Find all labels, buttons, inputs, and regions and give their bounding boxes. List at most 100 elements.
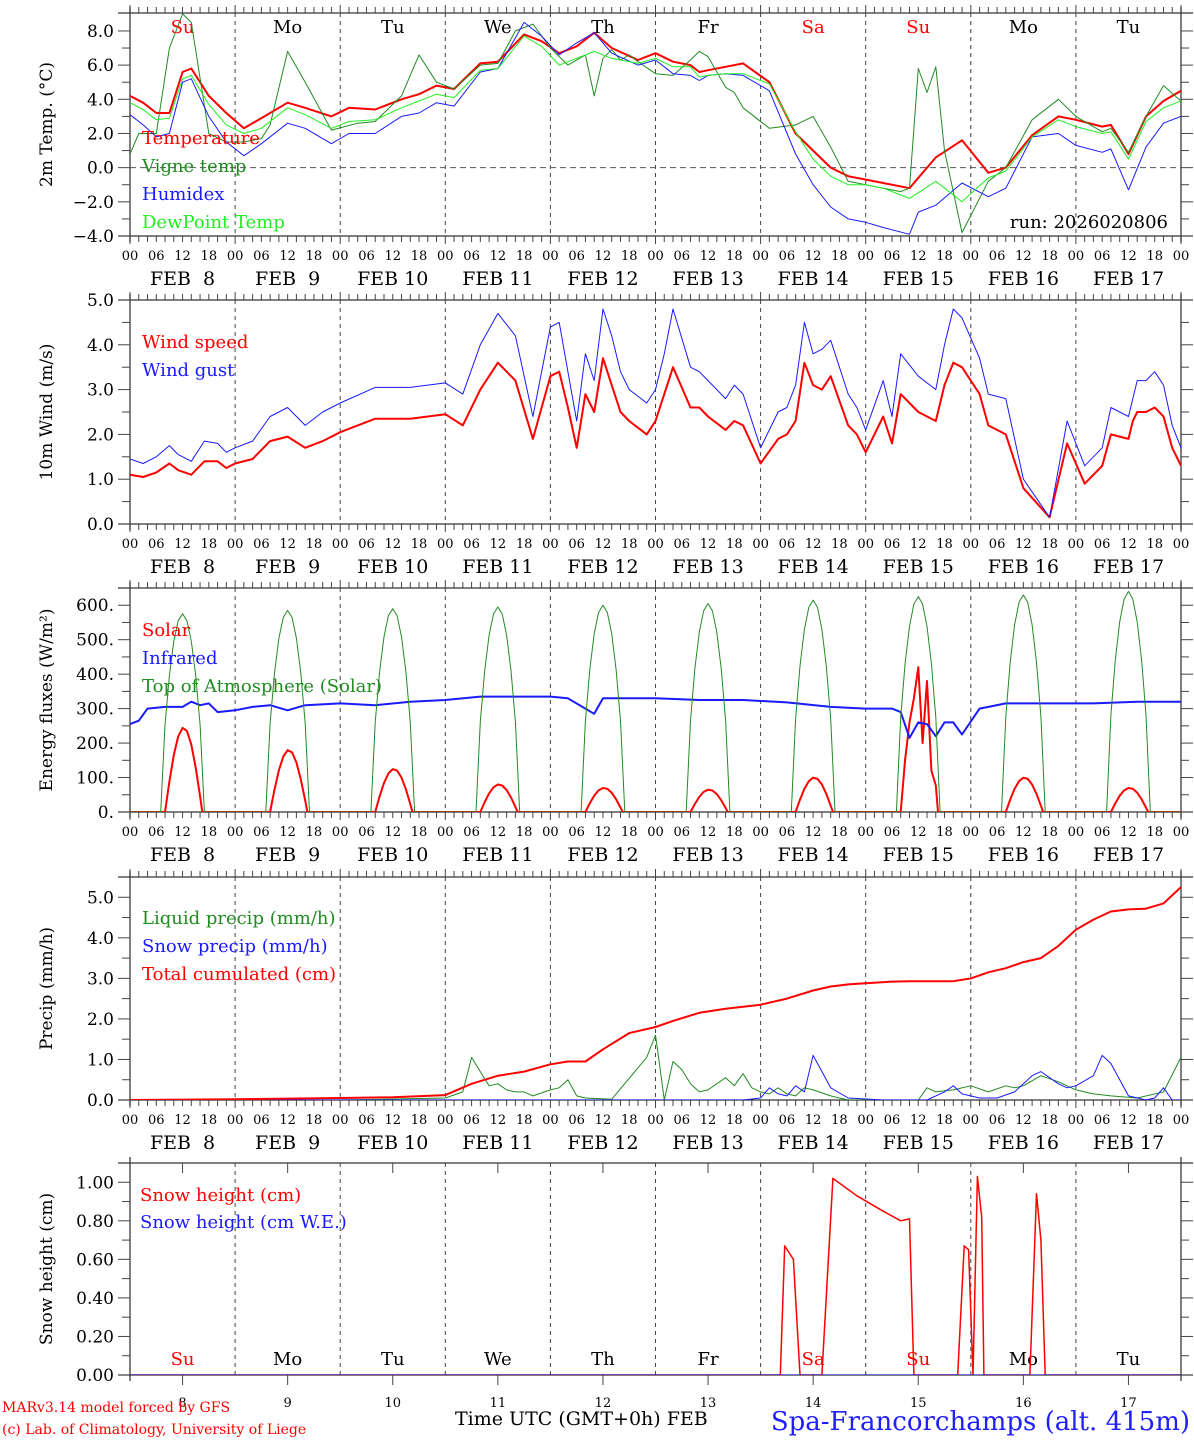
y-tick-label: −4.0 bbox=[73, 227, 114, 247]
hour-label: 00 bbox=[122, 537, 139, 552]
date-label: FEB 16 bbox=[988, 1132, 1059, 1154]
hour-label: 06 bbox=[148, 249, 165, 264]
hour-label: 00 bbox=[1173, 825, 1190, 840]
hour-label: 18 bbox=[516, 1113, 533, 1128]
hour-label: 00 bbox=[752, 537, 769, 552]
day-number-label: 16 bbox=[1015, 1396, 1032, 1411]
hour-label: 12 bbox=[279, 1113, 296, 1128]
hour-label: 06 bbox=[779, 537, 796, 552]
series-line-infrared bbox=[130, 695, 1181, 739]
y-tick-label: 0.20 bbox=[76, 1327, 114, 1347]
hour-label: 12 bbox=[700, 825, 717, 840]
y-tick-label: 400. bbox=[76, 665, 114, 685]
hour-label: 18 bbox=[201, 1113, 218, 1128]
day-name-label: Mo bbox=[273, 17, 302, 38]
legend-dewpoint: DewPoint Temp bbox=[142, 212, 285, 233]
series-line-snow-precip-mm-h- bbox=[130, 1054, 1181, 1100]
hour-label: 12 bbox=[700, 1113, 717, 1128]
hour-label: 18 bbox=[936, 1113, 953, 1128]
hour-label: 12 bbox=[384, 1113, 401, 1128]
hour-label: 12 bbox=[1120, 825, 1137, 840]
hour-label: 00 bbox=[1173, 537, 1190, 552]
hour-label: 12 bbox=[490, 249, 507, 264]
temp-legend: Temperature Vigne temp Humidex DewPoint … bbox=[141, 128, 285, 233]
hour-label: 06 bbox=[674, 249, 691, 264]
hour-label: 18 bbox=[306, 1113, 323, 1128]
day-name-label: We bbox=[484, 17, 512, 38]
date-label: FEB 9 bbox=[255, 556, 320, 578]
date-label: FEB 10 bbox=[357, 1132, 428, 1154]
day-name-label: Tu bbox=[381, 1349, 405, 1370]
legend-snow-height: Snow height (cm) bbox=[140, 1185, 301, 1206]
hour-label: 18 bbox=[831, 825, 848, 840]
legend-vigne-temp: Vigne temp bbox=[141, 156, 246, 177]
hour-label: 06 bbox=[358, 537, 375, 552]
hour-label: 18 bbox=[831, 249, 848, 264]
date-label: FEB 16 bbox=[988, 844, 1059, 866]
legend-temperature: Temperature bbox=[142, 128, 260, 149]
hour-label: 00 bbox=[122, 249, 139, 264]
date-label: FEB 12 bbox=[567, 844, 638, 866]
hour-label: 12 bbox=[174, 1113, 191, 1128]
date-label: FEB 13 bbox=[672, 844, 743, 866]
date-label: FEB 14 bbox=[778, 844, 849, 866]
y-tick-label: 2.0 bbox=[87, 1010, 114, 1030]
y-tick-label: 4.0 bbox=[87, 90, 114, 110]
hour-label: 00 bbox=[1068, 537, 1085, 552]
hour-label: 06 bbox=[1094, 825, 1111, 840]
hour-label: 00 bbox=[857, 537, 874, 552]
series-group bbox=[130, 308, 1181, 519]
precip-legend: Liquid precip (mm/h) Snow precip (mm/h) … bbox=[142, 908, 336, 985]
series-line-temperature bbox=[130, 31, 1181, 190]
hour-label: 12 bbox=[910, 1113, 927, 1128]
date-label: FEB 14 bbox=[778, 1132, 849, 1154]
hour-label: 00 bbox=[752, 825, 769, 840]
y-tick-label: 0.80 bbox=[76, 1212, 114, 1232]
legend-wind-speed: Wind speed bbox=[142, 332, 248, 353]
hour-label: 12 bbox=[805, 825, 822, 840]
day-name-label: Th bbox=[591, 17, 615, 38]
hour-label: 12 bbox=[700, 537, 717, 552]
hour-label: 06 bbox=[358, 825, 375, 840]
hour-label: 18 bbox=[1146, 537, 1163, 552]
hour-label: 12 bbox=[595, 537, 612, 552]
date-label: FEB 10 bbox=[357, 268, 428, 290]
model-credit: MARv3.14 model forced by GFS bbox=[2, 1400, 230, 1416]
series-line-liquid-precip-mm-h- bbox=[130, 1034, 1181, 1100]
hour-label: 18 bbox=[306, 249, 323, 264]
hour-label: 18 bbox=[726, 825, 743, 840]
y-tick-label: 100. bbox=[76, 769, 114, 789]
day-number-label: 15 bbox=[910, 1396, 927, 1411]
hour-label: 06 bbox=[253, 825, 270, 840]
hour-label: 12 bbox=[910, 537, 927, 552]
hour-label: 18 bbox=[831, 1113, 848, 1128]
y-tick-label: 2.0 bbox=[87, 124, 114, 144]
hour-label: 00 bbox=[332, 825, 349, 840]
hour-label: 12 bbox=[700, 249, 717, 264]
series-group bbox=[130, 886, 1181, 1100]
panel-energy: 0. 100. 200. 300. 400. 500. 600. Energy fluxes … bbox=[37, 580, 1193, 866]
hour-label: 12 bbox=[174, 249, 191, 264]
date-label: FEB 12 bbox=[567, 268, 638, 290]
date-label: FEB 16 bbox=[988, 268, 1059, 290]
y-tick-label: 1.0 bbox=[87, 470, 114, 490]
hour-label: 00 bbox=[1173, 249, 1190, 264]
y-tick-label: 4.0 bbox=[87, 336, 114, 356]
hour-label: 12 bbox=[805, 249, 822, 264]
hour-label: 18 bbox=[306, 537, 323, 552]
hour-label: 00 bbox=[1173, 1113, 1190, 1128]
hour-label: 12 bbox=[805, 1113, 822, 1128]
hour-label: 12 bbox=[1015, 825, 1032, 840]
hour-label: 06 bbox=[779, 825, 796, 840]
hour-label: 00 bbox=[857, 825, 874, 840]
day-name-label: Tu bbox=[1117, 1349, 1141, 1370]
hour-label: 12 bbox=[1015, 249, 1032, 264]
hour-label: 06 bbox=[253, 249, 270, 264]
day-name-label: We bbox=[484, 1349, 512, 1370]
hour-label: 18 bbox=[516, 249, 533, 264]
hour-label: 00 bbox=[647, 825, 664, 840]
hour-label: 06 bbox=[568, 825, 585, 840]
legend-total-cumulated: Total cumulated (cm) bbox=[142, 964, 336, 985]
hour-label: 06 bbox=[884, 537, 901, 552]
